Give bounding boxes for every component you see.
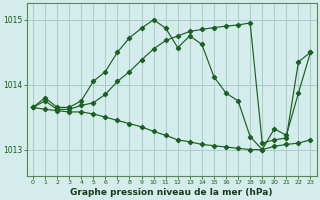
X-axis label: Graphe pression niveau de la mer (hPa): Graphe pression niveau de la mer (hPa) bbox=[70, 188, 273, 197]
